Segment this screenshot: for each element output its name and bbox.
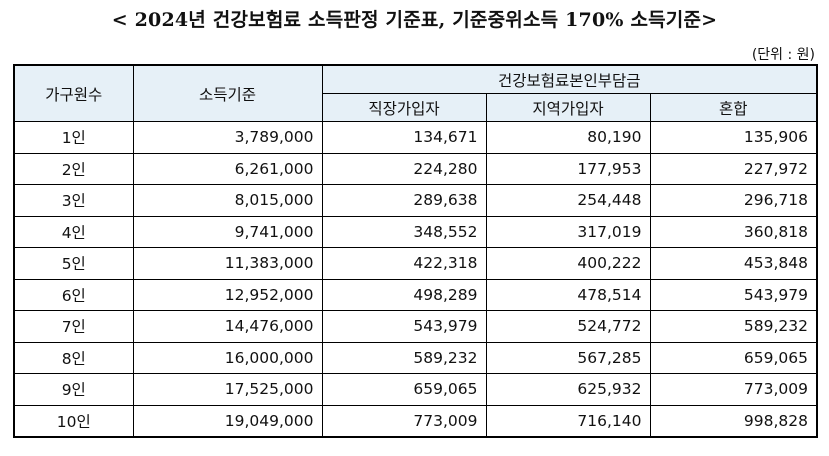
household-cell: 2인 — [13, 152, 134, 185]
employee-cell: 348,552 — [321, 215, 487, 248]
mixed-cell: 135,906 — [649, 121, 818, 154]
regional-cell: 400,222 — [485, 247, 651, 280]
income-cell: 8,015,000 — [132, 184, 323, 217]
mixed-cell: 589,232 — [649, 310, 818, 343]
household-cell: 1인 — [13, 121, 134, 154]
income-cell: 11,383,000 — [132, 247, 323, 280]
table-row: 6인 12,952,000 498,289 478,514 543,979 — [13, 278, 818, 311]
mixed-cell: 659,065 — [649, 341, 818, 374]
employee-cell: 224,280 — [321, 152, 487, 185]
mixed-cell: 998,828 — [649, 404, 818, 438]
table-row: 3인 8,015,000 289,638 254,448 296,718 — [13, 184, 818, 217]
income-criteria-table: 가구원수 소득기준 건강보험료본인부담금 직장가입자 지역가입자 혼합 1인 3,… — [13, 64, 819, 438]
regional-cell: 177,953 — [485, 152, 651, 185]
employee-cell: 289,638 — [321, 184, 487, 217]
mixed-cell: 773,009 — [649, 373, 818, 406]
household-cell: 3인 — [13, 184, 134, 217]
household-cell: 7인 — [13, 310, 134, 343]
mixed-cell: 296,718 — [649, 184, 818, 217]
income-cell: 6,261,000 — [132, 152, 323, 185]
employee-cell: 134,671 — [321, 121, 487, 154]
table-row: 4인 9,741,000 348,552 317,019 360,818 — [13, 215, 818, 248]
header-employee: 직장가입자 — [321, 93, 487, 122]
regional-cell: 625,932 — [485, 373, 651, 406]
employee-cell: 773,009 — [321, 404, 487, 438]
table-row: 2인 6,261,000 224,280 177,953 227,972 — [13, 152, 818, 185]
household-cell: 4인 — [13, 215, 134, 248]
employee-cell: 422,318 — [321, 247, 487, 280]
regional-cell: 716,140 — [485, 404, 651, 438]
header-mixed: 혼합 — [649, 93, 818, 122]
household-cell: 8인 — [13, 341, 134, 374]
header-income: 소득기준 — [132, 64, 323, 122]
income-cell: 9,741,000 — [132, 215, 323, 248]
household-cell: 9인 — [13, 373, 134, 406]
income-cell: 17,525,000 — [132, 373, 323, 406]
table-row: 5인 11,383,000 422,318 400,222 453,848 — [13, 247, 818, 280]
page-title: < 2024년 건강보험료 소득판정 기준표, 기준중위소득 170% 소득기준… — [111, 9, 718, 31]
header-regional: 지역가입자 — [485, 93, 651, 122]
mixed-cell: 227,972 — [649, 152, 818, 185]
mixed-cell: 543,979 — [649, 278, 818, 311]
table-row: 1인 3,789,000 134,671 80,190 135,906 — [13, 121, 818, 154]
employee-cell: 498,289 — [321, 278, 487, 311]
income-cell: 12,952,000 — [132, 278, 323, 311]
table-row: 7인 14,476,000 543,979 524,772 589,232 — [13, 310, 818, 343]
income-cell: 3,789,000 — [132, 121, 323, 154]
regional-cell: 524,772 — [485, 310, 651, 343]
table-row: 9인 17,525,000 659,065 625,932 773,009 — [13, 373, 818, 406]
regional-cell: 317,019 — [485, 215, 651, 248]
employee-cell: 589,232 — [321, 341, 487, 374]
table-row: 8인 16,000,000 589,232 567,285 659,065 — [13, 341, 818, 374]
employee-cell: 659,065 — [321, 373, 487, 406]
income-cell: 19,049,000 — [132, 404, 323, 438]
regional-cell: 478,514 — [485, 278, 651, 311]
mixed-cell: 360,818 — [649, 215, 818, 248]
income-cell: 16,000,000 — [132, 341, 323, 374]
household-cell: 5인 — [13, 247, 134, 280]
regional-cell: 80,190 — [485, 121, 651, 154]
employee-cell: 543,979 — [321, 310, 487, 343]
header-burden: 건강보험료본인부담금 — [321, 64, 818, 94]
regional-cell: 254,448 — [485, 184, 651, 217]
regional-cell: 567,285 — [485, 341, 651, 374]
unit-label: (단위 : 원) — [751, 47, 815, 63]
mixed-cell: 453,848 — [649, 247, 818, 280]
household-cell: 10인 — [13, 404, 134, 438]
header-household: 가구원수 — [13, 64, 134, 122]
income-cell: 14,476,000 — [132, 310, 323, 343]
table-row: 10인 19,049,000 773,009 716,140 998,828 — [13, 404, 818, 438]
household-cell: 6인 — [13, 278, 134, 311]
